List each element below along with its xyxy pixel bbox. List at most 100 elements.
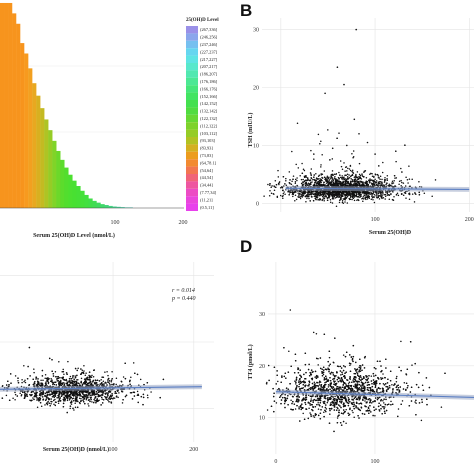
panel-c-point xyxy=(49,405,51,407)
panel-b-point xyxy=(271,185,273,187)
panel-c-point xyxy=(39,397,42,400)
panel-b-point xyxy=(401,171,403,173)
panel-b-point xyxy=(284,183,286,185)
panel-b-point xyxy=(366,195,368,197)
panel-b-point xyxy=(346,176,349,178)
panel-a-bar-20 xyxy=(80,190,85,208)
panel-b-point xyxy=(334,176,336,178)
panel-b-point xyxy=(321,176,323,179)
panel-b-point xyxy=(370,191,372,194)
panel-c-point xyxy=(62,393,65,396)
panel-b-point xyxy=(269,183,271,185)
panel-b-point xyxy=(305,176,308,178)
panel-c-point xyxy=(54,375,57,378)
panel-b-point xyxy=(386,182,388,184)
panel-b-point xyxy=(341,178,343,180)
panel-b-point xyxy=(348,168,351,170)
panel-b-point xyxy=(285,177,287,180)
panel-b-point xyxy=(347,193,350,196)
panel-b-point xyxy=(311,193,314,195)
panel-c-point xyxy=(52,375,55,377)
panel-b-point xyxy=(398,183,400,185)
panel-c-point xyxy=(19,392,21,394)
panel-b-point xyxy=(295,198,298,201)
panel-b-point xyxy=(338,171,340,174)
panel-b-point xyxy=(351,173,354,176)
panel-c-point xyxy=(72,381,74,383)
panel-c-point xyxy=(14,399,16,401)
panel-b-point xyxy=(358,162,361,165)
panel-a-legend-label-1: (246,256] xyxy=(200,35,218,41)
panel-b-point xyxy=(323,181,325,184)
panel-b-point xyxy=(316,196,319,199)
panel-a-legend-label-15: (93,103] xyxy=(200,138,216,144)
panel-b-point xyxy=(353,199,356,202)
panel-b-point xyxy=(390,193,392,196)
panel-b-point xyxy=(341,184,343,186)
panel-c-point xyxy=(44,392,47,394)
panel-b-point xyxy=(355,173,357,176)
panel-b-point xyxy=(292,195,294,198)
panel-b-point xyxy=(371,196,374,199)
panel-b-outlier-8 xyxy=(331,147,334,150)
panel-b-point xyxy=(323,200,325,202)
panel-c-point xyxy=(33,398,35,401)
panel-c-point xyxy=(9,373,12,375)
panel-b-point xyxy=(348,176,351,179)
panel-c-point xyxy=(63,383,66,386)
panel-c-point xyxy=(146,394,149,396)
panel-a-bar-6 xyxy=(24,53,29,208)
panel-b-point xyxy=(395,160,397,163)
panel-c-point xyxy=(92,401,95,404)
panel-c-point xyxy=(17,382,20,384)
panel-b-point xyxy=(346,195,349,198)
panel-b-point xyxy=(321,179,323,182)
panel-b-point xyxy=(320,164,322,166)
panel-b-point xyxy=(370,179,373,181)
panel-b-point xyxy=(359,193,361,195)
panel-b-point xyxy=(397,194,400,197)
panel-c-point xyxy=(44,382,47,384)
panel-c-point xyxy=(82,401,85,403)
panel-c-point xyxy=(80,395,82,397)
panel-c-point xyxy=(59,380,62,383)
panel-c-point xyxy=(10,382,12,384)
panel-a-bar-9 xyxy=(36,95,41,208)
panel-b-point xyxy=(270,192,273,195)
panel-b-point xyxy=(296,177,298,179)
panel-c-point xyxy=(47,401,49,403)
panel-b-point xyxy=(368,197,371,200)
panel-c-point xyxy=(90,398,92,401)
panel-a-legend-swatch-20 xyxy=(186,174,198,182)
panel-c-point xyxy=(83,394,86,397)
panel-b-point xyxy=(338,182,341,185)
panel-b-point xyxy=(395,194,398,196)
panel-b-point xyxy=(284,193,286,195)
panel-c-point xyxy=(100,396,103,399)
panel-b-point xyxy=(378,198,381,200)
panel-c-x-tick-200: 200 xyxy=(189,447,198,453)
panel-c-point xyxy=(59,382,62,384)
panel-c-point xyxy=(87,382,89,385)
panel-b-point xyxy=(285,184,288,187)
panel-c-point xyxy=(101,391,103,393)
panel-c-point xyxy=(88,382,91,384)
panel-c-point xyxy=(63,382,65,384)
panel-b-point xyxy=(386,174,389,177)
panel-c-point xyxy=(147,396,149,399)
panel-b-point xyxy=(393,195,395,198)
panel-b-point xyxy=(348,198,351,201)
panel-b-outlier-11 xyxy=(374,153,376,155)
panel-b-point xyxy=(354,175,357,177)
panel-c-point xyxy=(105,397,107,399)
panel-b-point xyxy=(310,181,312,184)
panel-b-point xyxy=(333,173,336,176)
panel-c-point xyxy=(72,407,74,410)
panel-b-point xyxy=(294,182,297,185)
panel-c-point xyxy=(87,403,89,405)
panel-b-point xyxy=(345,178,348,181)
panel-a-bars xyxy=(0,2,133,209)
panel-c-point xyxy=(27,365,29,368)
panel-c-point xyxy=(117,396,119,399)
panel-b-point xyxy=(267,183,269,186)
